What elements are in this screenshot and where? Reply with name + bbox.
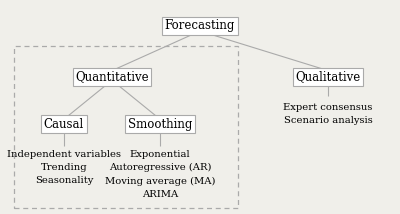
Text: Quantitative: Quantitative: [75, 71, 149, 83]
Text: Causal: Causal: [44, 118, 84, 131]
Text: Independent variables
Trending
Seasonality: Independent variables Trending Seasonali…: [7, 150, 121, 185]
Text: Exponential
Autoregressive (AR)
Moving average (MA)
ARIMA: Exponential Autoregressive (AR) Moving a…: [105, 150, 215, 199]
Text: Qualitative: Qualitative: [295, 71, 361, 83]
Text: Smoothing: Smoothing: [128, 118, 192, 131]
Text: Expert consensus
Scenario analysis: Expert consensus Scenario analysis: [283, 103, 373, 125]
Text: Forecasting: Forecasting: [165, 19, 235, 32]
